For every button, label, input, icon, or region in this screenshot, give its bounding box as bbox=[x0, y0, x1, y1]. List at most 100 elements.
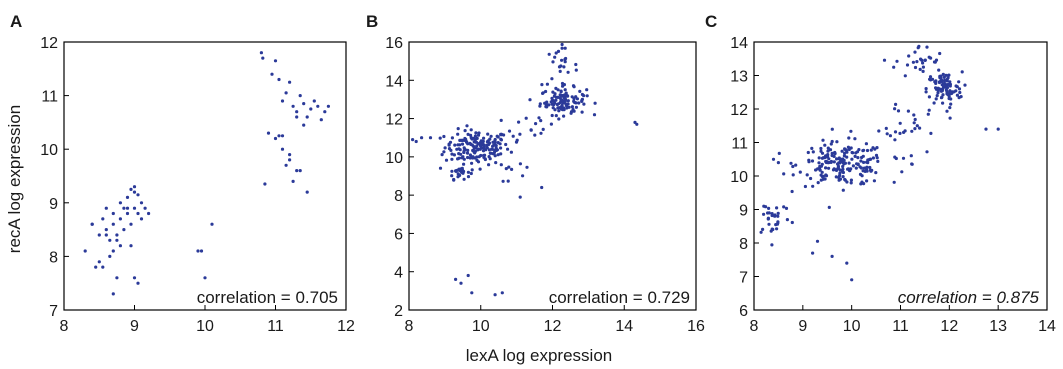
data-point-b bbox=[499, 118, 503, 122]
y-tick-label-c: 12 bbox=[730, 102, 748, 119]
data-point-a bbox=[312, 99, 316, 103]
data-point-b bbox=[456, 132, 460, 136]
data-point-b bbox=[570, 105, 575, 109]
data-point-b bbox=[549, 100, 553, 104]
data-point-c bbox=[868, 157, 872, 161]
data-point-b bbox=[541, 91, 545, 95]
data-point-a bbox=[280, 134, 285, 138]
data-point-b bbox=[466, 170, 470, 174]
data-point-b bbox=[480, 139, 484, 143]
points-a bbox=[83, 51, 330, 296]
data-point-c bbox=[798, 170, 802, 174]
data-point-a bbox=[196, 249, 200, 253]
data-point-b bbox=[556, 49, 561, 54]
data-point-a bbox=[118, 217, 122, 221]
data-point-c bbox=[959, 95, 963, 99]
data-point-c bbox=[817, 161, 821, 165]
data-point-c bbox=[826, 161, 830, 165]
data-point-b bbox=[572, 97, 576, 101]
x-tick-label-c: 13 bbox=[989, 318, 1007, 335]
data-point-c bbox=[939, 76, 943, 81]
data-point-b bbox=[453, 143, 457, 147]
data-point-c bbox=[929, 78, 933, 82]
data-point-c bbox=[898, 121, 902, 125]
x-tick-label-b: 8 bbox=[405, 318, 414, 335]
data-point-a bbox=[291, 179, 295, 183]
data-point-c bbox=[957, 80, 961, 84]
data-point-b bbox=[496, 153, 500, 157]
data-point-c bbox=[941, 101, 945, 105]
data-point-b bbox=[456, 127, 460, 131]
data-point-b bbox=[460, 156, 464, 160]
data-point-c bbox=[775, 227, 779, 231]
data-point-a bbox=[108, 238, 112, 242]
data-point-c bbox=[856, 162, 860, 166]
data-point-c bbox=[984, 127, 988, 131]
data-point-b bbox=[470, 168, 474, 172]
data-point-b bbox=[545, 82, 550, 86]
data-point-a bbox=[97, 260, 101, 264]
y-tick-label-c: 14 bbox=[730, 35, 748, 52]
data-point-a bbox=[302, 123, 306, 127]
data-point-c bbox=[838, 174, 842, 178]
data-point-b bbox=[458, 148, 462, 152]
data-point-c bbox=[850, 157, 854, 161]
x-axis-label: lexA log expression bbox=[466, 346, 612, 365]
data-point-c bbox=[893, 130, 898, 134]
data-point-b bbox=[560, 58, 564, 62]
data-point-b bbox=[539, 119, 543, 123]
data-point-c bbox=[790, 220, 794, 225]
data-point-a bbox=[295, 115, 299, 119]
data-point-b bbox=[466, 142, 470, 146]
data-point-c bbox=[896, 109, 901, 113]
data-point-b bbox=[450, 169, 454, 173]
data-point-b bbox=[566, 70, 570, 74]
data-point-c bbox=[944, 73, 948, 77]
data-point-c bbox=[918, 67, 922, 71]
data-point-c bbox=[759, 230, 763, 234]
data-point-a bbox=[309, 107, 313, 111]
panel-letter-a: A bbox=[10, 12, 22, 31]
data-point-b bbox=[543, 101, 547, 105]
data-point-b bbox=[547, 103, 551, 107]
data-point-a bbox=[295, 169, 299, 173]
data-point-c bbox=[915, 60, 919, 64]
data-point-b bbox=[442, 134, 446, 139]
data-point-a bbox=[280, 147, 285, 151]
data-point-c bbox=[907, 54, 911, 58]
data-point-a bbox=[284, 91, 288, 95]
data-point-c bbox=[776, 211, 780, 215]
data-point-c bbox=[835, 140, 839, 144]
data-point-c bbox=[938, 51, 942, 56]
data-point-c bbox=[847, 161, 851, 165]
data-point-c bbox=[924, 90, 928, 94]
data-point-c bbox=[949, 91, 954, 96]
data-point-c bbox=[823, 143, 827, 147]
data-point-c bbox=[782, 172, 786, 176]
data-point-b bbox=[549, 122, 554, 126]
data-point-c bbox=[913, 65, 918, 70]
data-point-c bbox=[833, 151, 837, 156]
data-point-c bbox=[866, 158, 870, 162]
data-point-b bbox=[469, 136, 473, 140]
data-point-c bbox=[856, 156, 860, 160]
data-point-b bbox=[554, 98, 558, 102]
data-point-c bbox=[898, 131, 902, 135]
x-tick-label-a: 9 bbox=[130, 318, 139, 335]
data-point-c bbox=[941, 72, 945, 76]
data-point-b bbox=[494, 144, 498, 148]
data-point-c bbox=[963, 83, 967, 87]
data-point-c bbox=[900, 170, 904, 174]
data-point-c bbox=[958, 90, 962, 95]
data-point-c bbox=[948, 80, 952, 84]
panel-c: C 8 9 10 11 12 13 14 6 7 8 9 10 11 12 13 14 correlation… bbox=[705, 12, 1056, 335]
data-point-c bbox=[927, 95, 932, 99]
data-point-c bbox=[913, 50, 917, 54]
data-point-c bbox=[827, 205, 831, 209]
data-point-c bbox=[841, 175, 845, 179]
data-point-c bbox=[926, 112, 930, 116]
data-point-c bbox=[946, 82, 950, 87]
data-point-c bbox=[821, 138, 825, 142]
data-point-c bbox=[875, 156, 879, 160]
